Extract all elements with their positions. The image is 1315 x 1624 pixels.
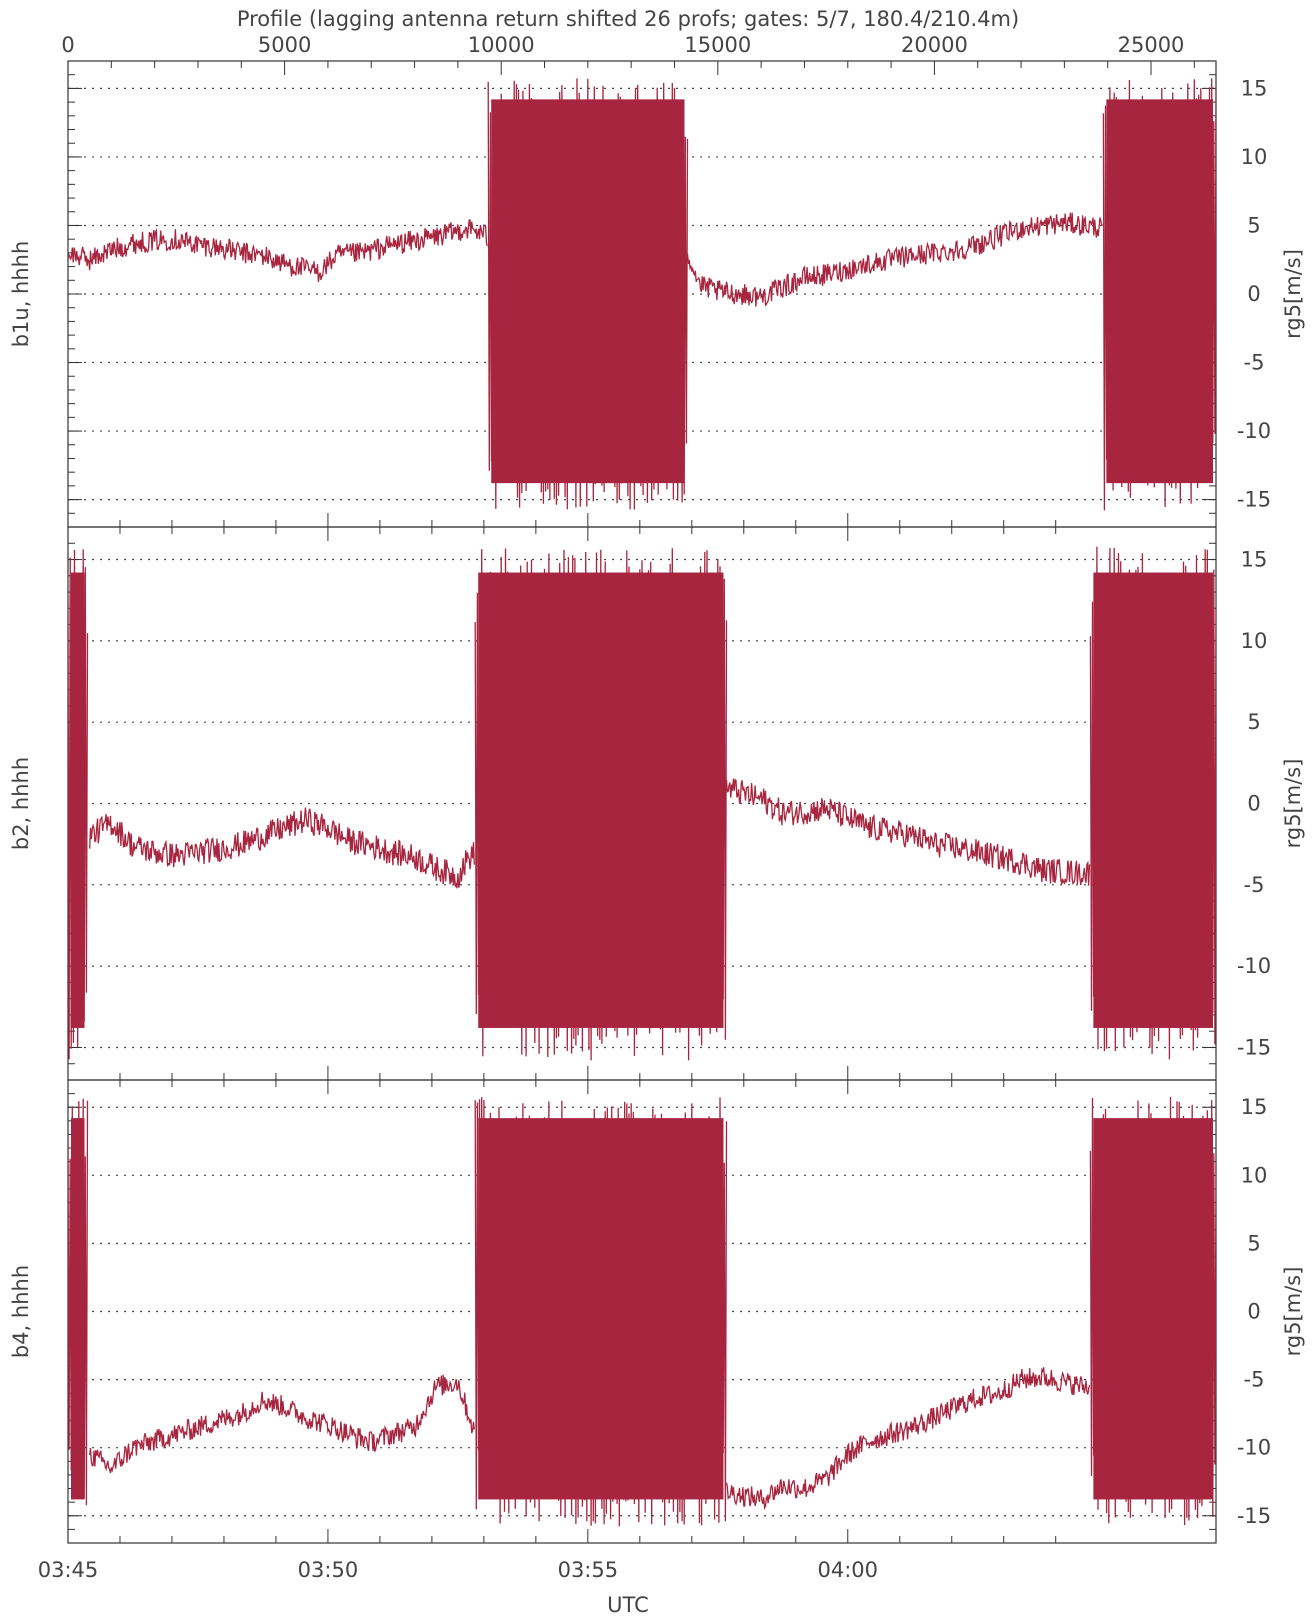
aliased-noise-fill — [478, 1118, 724, 1500]
ytick-label: -15 — [1237, 488, 1271, 512]
chart-title: Profile (lagging antenna return shifted … — [237, 7, 1019, 31]
aliased-noise-fill — [71, 572, 85, 1028]
series-line — [68, 219, 488, 282]
bottom-xtick-label: 04:00 — [818, 1558, 879, 1582]
panel-3: -15 -10 -5 0 5 10 15 b4, hhhh rg5[m/s] — [9, 1079, 1305, 1544]
series-line — [89, 807, 475, 889]
ytick-label: 5 — [1247, 710, 1260, 734]
ytick-label: 10 — [1241, 1163, 1268, 1187]
ytick-label: -10 — [1237, 954, 1271, 978]
ytick-label: 0 — [1247, 282, 1260, 306]
top-xtick-label: 0 — [61, 33, 74, 57]
panel-2: -15 -10 -5 0 5 10 15 b2, hhhh rg5[m/s] — [9, 526, 1305, 1081]
y-axis-label-right: rg5[m/s] — [1281, 759, 1305, 849]
series-line — [725, 1367, 1091, 1511]
ytick-label: -15 — [1237, 1504, 1271, 1528]
y-axis-label-left: b1u, hhhh — [9, 241, 33, 348]
aliased-noise-fill — [1093, 1118, 1213, 1500]
series-group — [68, 546, 1216, 1061]
series-group — [68, 78, 1216, 511]
ytick-label: 10 — [1241, 629, 1268, 653]
ytick-label: 15 — [1241, 1095, 1268, 1119]
ytick-label: -5 — [1244, 1368, 1265, 1392]
series-group — [68, 1096, 1216, 1527]
top-xtick-label: 20000 — [901, 33, 968, 57]
chart-panels: -15 -10 -5 0 5 10 15 b1u, hhhh rg5[m/s] -15 -10 -5 0… — [9, 60, 1305, 1544]
panel-1: -15 -10 -5 0 5 10 15 b1u, hhhh rg5[m/s] — [9, 60, 1305, 528]
ytick-label: -15 — [1237, 1035, 1271, 1059]
aliased-noise-fill — [1106, 99, 1213, 484]
top-xtick-label: 5000 — [258, 33, 311, 57]
ytick-label: 0 — [1247, 1300, 1260, 1324]
aliased-noise-fill — [491, 99, 685, 484]
aliased-noise-fill — [1093, 572, 1213, 1028]
ytick-label: -10 — [1237, 1436, 1271, 1460]
y-axis-label-left: b2, hhhh — [9, 757, 33, 850]
ytick-label: -5 — [1244, 873, 1265, 897]
ytick-label: 0 — [1247, 792, 1260, 816]
x-axis-label: UTC — [607, 1593, 649, 1617]
ytick-label: 10 — [1241, 145, 1268, 169]
series-line — [686, 212, 1104, 307]
bottom-xtick-label: 03:50 — [298, 1558, 359, 1582]
y-axis-label-left: b4, hhhh — [9, 1265, 33, 1358]
aliased-noise-fill — [478, 572, 724, 1028]
ytick-label: 15 — [1241, 548, 1268, 572]
ytick-label: 15 — [1241, 76, 1268, 100]
ytick-label: 5 — [1247, 1231, 1260, 1255]
top-xtick-label: 15000 — [684, 33, 751, 57]
ytick-label: 5 — [1247, 213, 1260, 237]
bottom-xtick-label: 03:55 — [558, 1558, 619, 1582]
ytick-label: -5 — [1244, 351, 1265, 375]
series-line — [725, 778, 1091, 886]
aliased-noise-fill — [71, 1118, 85, 1500]
top-xtick-label: 10000 — [468, 33, 535, 57]
series-line — [89, 1374, 475, 1474]
bottom-xtick-label: 03:45 — [38, 1558, 99, 1582]
top-xtick-label: 25000 — [1118, 33, 1185, 57]
y-axis-label-right: rg5[m/s] — [1281, 249, 1305, 339]
ytick-label: -10 — [1237, 419, 1271, 443]
y-axis-label-right: rg5[m/s] — [1281, 1267, 1305, 1357]
